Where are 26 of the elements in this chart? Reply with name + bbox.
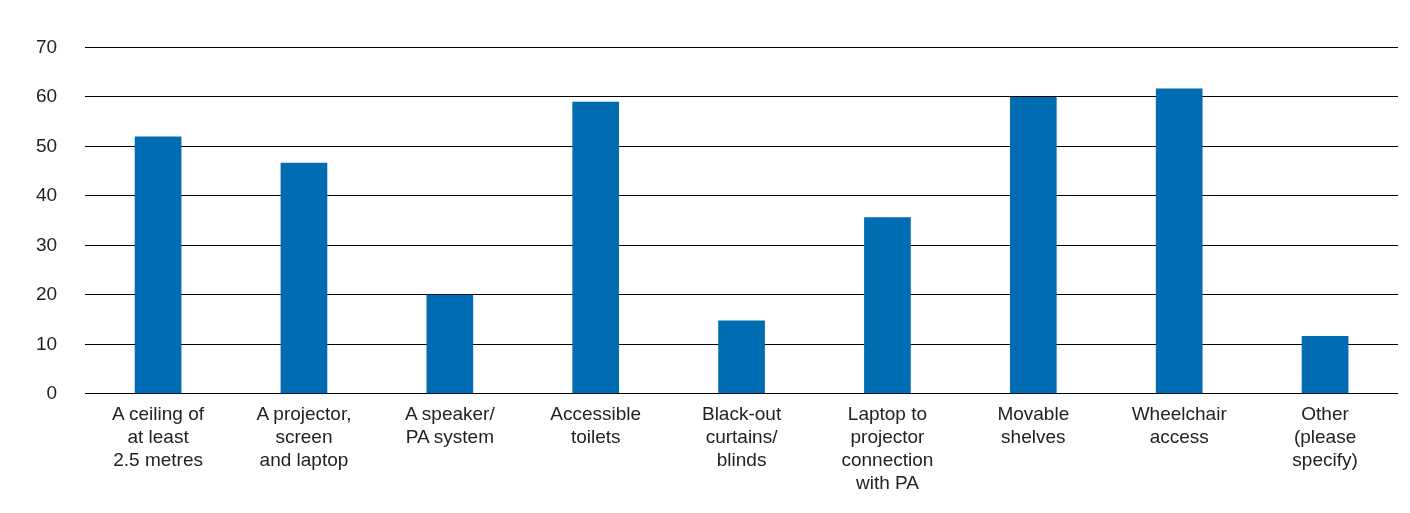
bar	[1301, 335, 1349, 394]
x-tick-label: Movable shelves	[997, 403, 1070, 448]
y-tick-label: 70	[35, 35, 58, 57]
y-tick-label: 10	[35, 332, 58, 354]
x-tick-label: Other (please specify)	[1292, 403, 1358, 471]
x-tick-label: Laptop to projector connection with PA	[841, 403, 934, 493]
bar	[864, 217, 911, 394]
y-tick-label: 0	[46, 382, 58, 404]
x-tick-label: A ceiling of at least 2.5 metres	[112, 403, 205, 471]
x-tick-label: A speaker/ PA system	[404, 403, 496, 448]
y-tick-label: 50	[35, 134, 58, 156]
y-tick-label: 40	[35, 184, 58, 206]
bar	[718, 320, 765, 394]
bar	[1009, 96, 1057, 394]
x-tick-label: A projector, screen and laptop	[256, 403, 352, 471]
y-tick-label: 20	[35, 283, 58, 305]
bar	[1155, 88, 1203, 394]
x-tick-label: Wheelchair access	[1131, 403, 1228, 448]
x-tick-label: Black-out curtains/ blinds	[701, 403, 782, 471]
bar	[134, 136, 182, 394]
y-tick-label: 60	[35, 85, 58, 107]
x-tick-label: Accessible toilets	[550, 403, 642, 448]
bar	[426, 294, 474, 394]
bar	[572, 101, 620, 394]
y-tick-label: 30	[35, 233, 58, 255]
bar	[280, 162, 328, 394]
